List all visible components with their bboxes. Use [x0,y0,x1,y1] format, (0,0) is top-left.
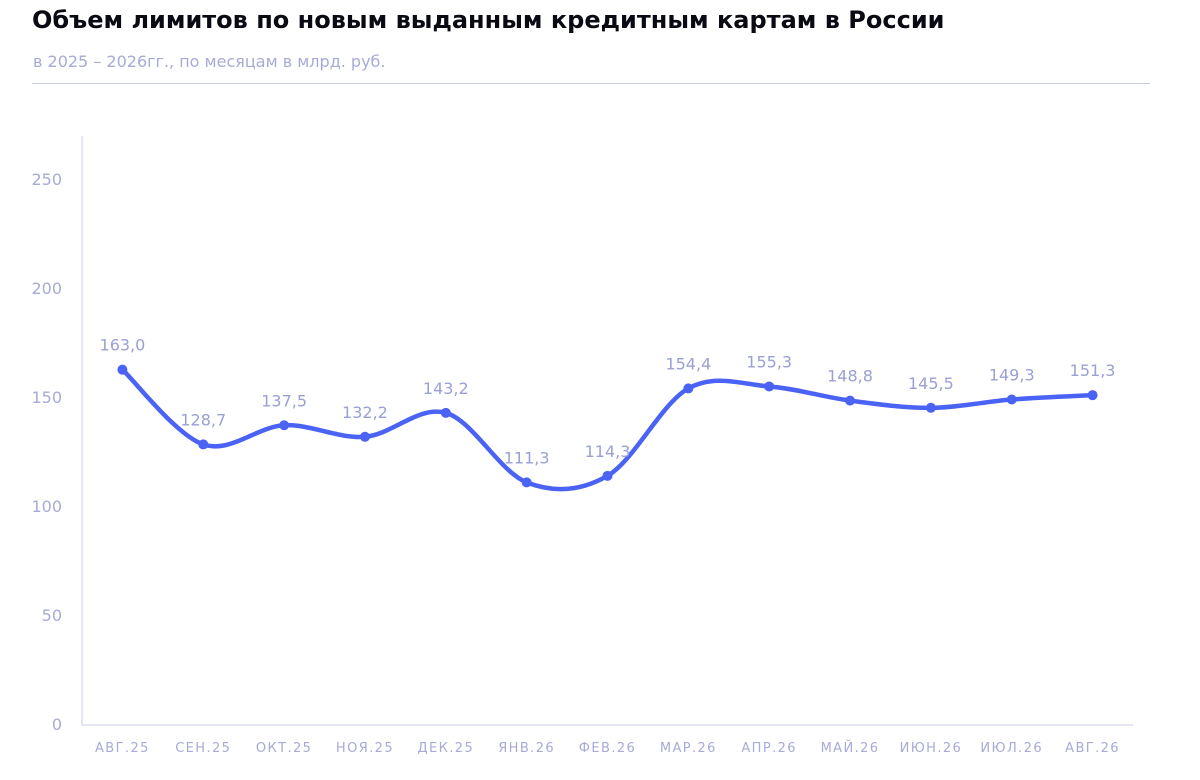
data-point [602,470,613,481]
data-point [440,407,451,418]
data-point [521,477,532,488]
data-label: 143,2 [423,379,469,398]
chart-subtitle: в 2025 – 2026гг., по месяцам в млрд. руб… [33,52,386,71]
data-points [117,364,1098,488]
y-tick-label: 0 [52,715,62,734]
data-point [117,364,128,375]
x-tick-label: ИЮЛ.26 [980,741,1043,756]
x-tick-label: ИЮН.26 [900,741,963,756]
x-tick-label: ДЕК.25 [417,741,474,756]
y-tick-label: 200 [31,279,62,298]
y-tick-label: 100 [31,497,62,516]
x-tick-label: НОЯ.25 [336,741,394,756]
data-label: 154,4 [665,354,711,373]
data-point [925,402,936,413]
x-tick-label: ОКТ.25 [256,741,312,756]
y-tick-label: 150 [31,388,62,407]
x-tick-label: МАР.26 [660,741,717,756]
data-label: 111,3 [504,448,550,467]
data-point [683,383,694,394]
data-point [279,420,290,431]
x-tick-label: ЯНВ.26 [498,741,555,756]
x-tick-label: СЕН.25 [175,741,231,756]
y-axis-ticks: 0 50 100 150 200 250 [31,170,62,734]
x-tick-label: АВГ.25 [95,741,150,756]
chart-axes [81,136,1133,726]
data-label: 148,8 [827,367,873,386]
x-axis-ticks: АВГ.25 СЕН.25 ОКТ.25 НОЯ.25 ДЕК.25 ЯНВ.26 ФЕВ.… [95,740,1120,756]
y-tick-label: 50 [42,606,62,625]
data-label: 145,5 [908,374,954,393]
y-tick-label: 250 [31,170,62,189]
header-divider [32,83,1150,84]
x-tick-label: АПР.26 [741,741,797,756]
x-tick-label: АВГ.26 [1065,741,1120,756]
data-label: 137,5 [261,391,307,410]
data-point [845,395,856,406]
data-label: 151,3 [1070,361,1116,380]
data-label: 163,0 [100,336,146,355]
data-label: 155,3 [746,352,792,371]
data-labels: 163,0 128,7 137,5 132,2 143,2 111,3 114,3 154,4… [100,336,1116,468]
data-label: 128,7 [180,410,226,429]
data-label: 114,3 [585,442,631,461]
data-point [764,381,775,392]
x-tick-label: МАЙ.26 [821,740,880,756]
data-point [1006,394,1017,405]
data-label: 132,2 [342,403,388,422]
x-tick-label: ФЕВ.26 [579,741,636,756]
data-point [198,439,209,450]
chart-title: Объем лимитов по новым выданным кредитны… [32,6,945,34]
data-label: 149,3 [989,366,1035,385]
data-point [359,431,370,442]
data-point [1087,390,1098,401]
